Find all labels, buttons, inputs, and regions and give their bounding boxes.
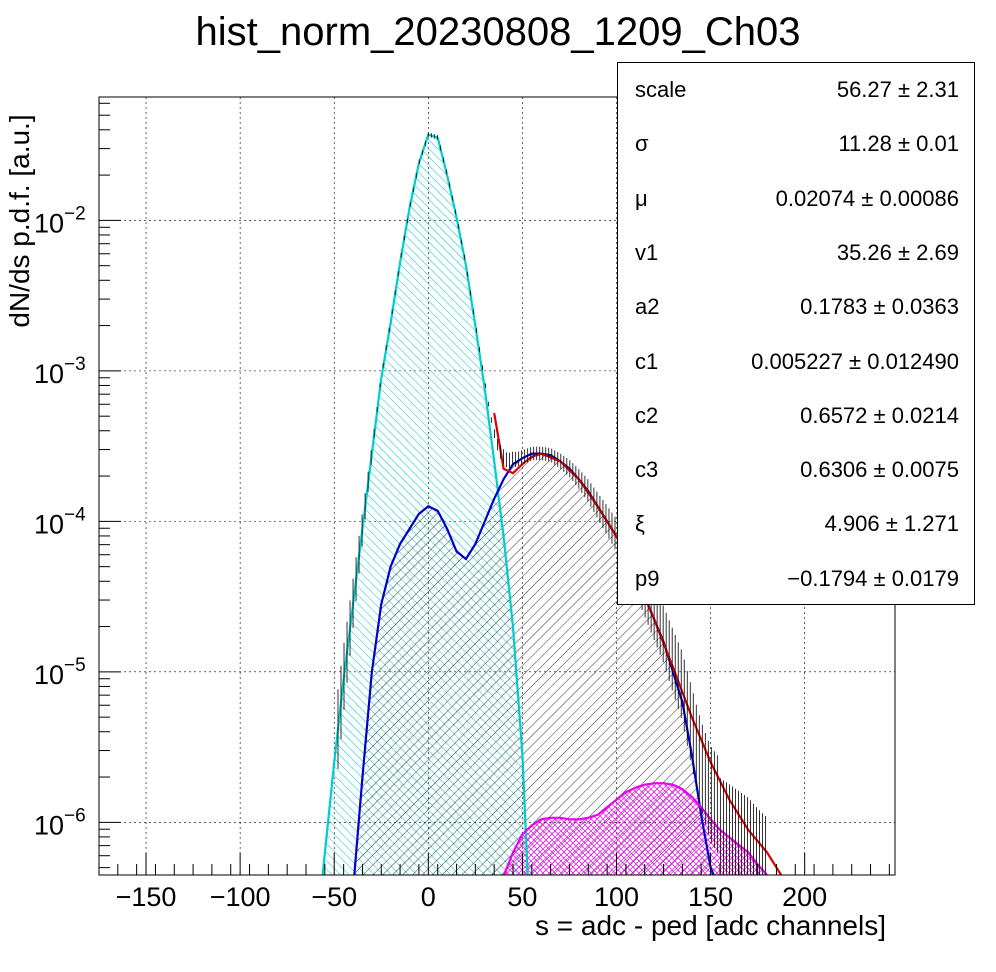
x-tick-label: 200 xyxy=(782,882,827,912)
stats-param-value: 35.26 ± 2.69 xyxy=(836,239,959,265)
stats-param-value: 56.27 ± 2.31 xyxy=(836,77,959,102)
stats-param-name: v1 xyxy=(635,239,659,265)
stats-param-value: 0.6306 ± 0.0075 xyxy=(800,457,959,483)
stats-row: c2 0.6572 ± 0.0214 xyxy=(618,403,974,457)
stats-param-value: 0.005227 ± 0.012490 xyxy=(751,348,959,374)
x-tick-label: 0 xyxy=(421,882,436,912)
x-tick-label: 100 xyxy=(594,882,639,912)
y-axis-title: dN/ds p.d.f. [a.u.] xyxy=(4,114,35,328)
stats-param-value: 0.6572 ± 0.0214 xyxy=(800,402,959,428)
fit-stats-box: scale 56.27 ± 2.31 σ 11.28 ± 0.01 μ 0.02074 ±… xyxy=(617,62,975,605)
stats-row: c3 0.6306 ± 0.0075 xyxy=(618,457,974,511)
series-fill xyxy=(503,783,768,875)
series-curve xyxy=(502,782,769,875)
data-error-bars xyxy=(337,132,766,875)
x-axis-title: s = adc - ped [adc channels] xyxy=(535,910,886,941)
chart-title: hist_norm_20230808_1209_Ch03 xyxy=(195,10,801,54)
stats-param-value: −0.1794 ± 0.0179 xyxy=(787,565,959,591)
x-tick-label: −50 xyxy=(311,882,357,912)
stats-param-name: a2 xyxy=(635,294,660,320)
x-tick-label: 150 xyxy=(688,882,733,912)
stats-param-value: 11.28 ± 0.01 xyxy=(838,131,959,157)
stats-param-name: ξ xyxy=(635,511,645,537)
stats-row: a2 0.1783 ± 0.0363 xyxy=(618,294,974,348)
stats-row: c1 0.005227 ± 0.012490 xyxy=(618,349,974,403)
y-tick-label: 10−3 xyxy=(34,354,86,389)
stats-param-name: μ xyxy=(635,185,648,211)
x-tick-label: −150 xyxy=(116,882,177,912)
y-tick-label: 10−5 xyxy=(34,655,86,690)
stats-row: v1 35.26 ± 2.69 xyxy=(618,240,974,294)
tick-labels: −150 −100 −50 0 50 100 150 200 10−2 10−3 10−4 10−5 1… xyxy=(34,203,827,912)
stats-param-value: 0.02074 ± 0.00086 xyxy=(775,185,959,211)
stats-param-name: c3 xyxy=(635,457,659,483)
x-tick-label: 50 xyxy=(507,882,537,912)
stats-row: scale 56.27 ± 2.31 xyxy=(618,77,974,131)
stats-param-value: 0.1783 ± 0.0363 xyxy=(800,294,959,320)
stats-param-name: p9 xyxy=(635,565,660,591)
stats-param-name: c2 xyxy=(635,402,659,428)
y-tick-label: 10−2 xyxy=(34,203,86,238)
stats-row: ξ 4.906 ± 1.271 xyxy=(618,511,974,565)
stats-param-name: σ xyxy=(635,131,649,157)
stats-param-value: 4.906 ± 1.271 xyxy=(824,511,959,537)
y-tick-label: 10−6 xyxy=(34,805,86,840)
stats-param-name: c1 xyxy=(635,348,659,374)
stats-row: σ 11.28 ± 0.01 xyxy=(618,131,974,185)
stats-row: p9 −0.1794 ± 0.0179 xyxy=(618,566,974,620)
axis-ticks xyxy=(98,102,890,875)
stats-param-name: scale xyxy=(635,77,687,102)
y-tick-label: 10−4 xyxy=(34,504,86,539)
stats-row: μ 0.02074 ± 0.00086 xyxy=(618,186,974,240)
x-tick-label: −100 xyxy=(210,882,271,912)
